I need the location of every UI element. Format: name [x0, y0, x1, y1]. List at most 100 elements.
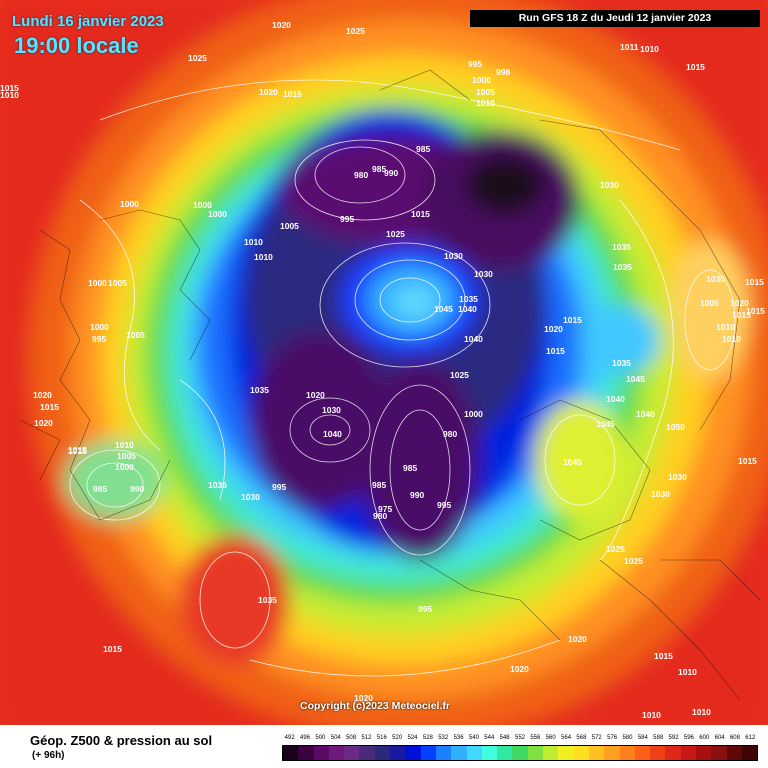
scale-tick-label: 512: [361, 735, 372, 741]
pressure-label: 995: [437, 500, 451, 510]
pressure-label: 1035: [258, 595, 277, 605]
pressure-label: 1020: [259, 87, 278, 97]
pressure-label: 1015: [686, 62, 705, 72]
scale-tick-label: 496: [300, 735, 311, 741]
scale-tick-label: 608: [729, 735, 740, 741]
scale-tick-label: 592: [668, 735, 679, 741]
pressure-label: 1035: [612, 358, 631, 368]
scale-tick-label: 532: [438, 735, 449, 741]
pressure-label: 1005: [476, 87, 495, 97]
pressure-label: 995: [340, 214, 354, 224]
pressure-label: 1025: [606, 544, 625, 554]
model-run-label: Run GFS 18 Z du Jeudi 12 janvier 2023: [470, 10, 760, 27]
pressure-label: 1030: [322, 405, 341, 415]
scale-tick-label: 536: [453, 735, 464, 741]
pressure-label: 1015: [746, 306, 765, 316]
pressure-label: 1040: [458, 304, 477, 314]
scale-swatch: [283, 746, 299, 760]
pressure-label: 1035: [613, 262, 632, 272]
pressure-label: 1010: [476, 98, 495, 108]
scale-swatch: [466, 746, 482, 760]
pressure-label: 1035: [250, 385, 269, 395]
pressure-label: 1010: [678, 667, 697, 677]
pressure-label: 1010: [722, 334, 741, 344]
color-scale-legend: [282, 745, 758, 761]
pressure-label: 1030: [668, 472, 687, 482]
pressure-label: 1005: [126, 330, 145, 340]
color-scale-labels: 492 496 500 504 508 512 516 520 524 528 532 536 540 5…: [282, 735, 758, 745]
pressure-label: 1045: [563, 457, 582, 467]
pressure-label: 1025: [624, 556, 643, 566]
pressure-label: 1030: [474, 269, 493, 279]
scale-tick-label: 524: [407, 735, 418, 741]
pressure-label: 1005: [117, 451, 136, 461]
pressure-label: 1030: [706, 274, 725, 284]
pressure-label: 1020: [34, 418, 53, 428]
pressure-label: 975: [378, 504, 392, 514]
scale-tick-label: 528: [422, 735, 433, 741]
pressure-label: 1010: [716, 322, 735, 332]
pressure-label: 1011: [620, 42, 639, 52]
scale-swatch: [435, 746, 452, 760]
scale-swatch: [390, 746, 406, 760]
scale-tick-label: 612: [745, 735, 756, 741]
geopotential-map: 1020 1025 1025 1020 1015 1015 1010 1011 …: [0, 0, 768, 725]
pressure-label: 1010: [692, 707, 711, 717]
scale-tick-label: 500: [315, 735, 326, 741]
scale-swatch: [696, 746, 712, 760]
scale-swatch: [650, 746, 666, 760]
pressure-label: 1010: [642, 710, 661, 720]
pressure-label: 1025: [450, 370, 469, 380]
scale-swatch: [726, 746, 742, 760]
pressure-label: 995: [468, 59, 482, 69]
scale-swatch: [298, 746, 314, 760]
scale-swatch: [680, 746, 697, 760]
pressure-label: 1000: [88, 278, 107, 288]
pressure-label: 1020: [33, 390, 52, 400]
pressure-label: 1020: [354, 693, 373, 703]
scale-tick-label: 572: [591, 735, 602, 741]
scale-tick-label: 504: [330, 735, 341, 741]
scale-swatch: [619, 746, 635, 760]
map-title: Géop. Z500 & pression au sol: [30, 733, 213, 748]
pressure-label: 980: [443, 429, 457, 439]
scale-swatch: [313, 746, 329, 760]
pressure-label: 1010: [0, 90, 19, 100]
pressure-label: 1035: [208, 480, 227, 490]
pressure-label: 1000: [208, 209, 227, 219]
pressure-label: 1030: [444, 251, 463, 261]
scale-tick-label: 560: [545, 735, 556, 741]
pressure-label: 1010: [115, 440, 134, 450]
scale-swatch: [481, 746, 498, 760]
pressure-label: 1010: [254, 252, 273, 262]
pressure-label: 1045: [596, 419, 615, 429]
pressure-label: 980: [354, 170, 368, 180]
scale-swatch: [634, 746, 651, 760]
scale-tick-label: 584: [637, 735, 648, 741]
pressure-label: 1030: [600, 180, 619, 190]
forecast-offset: (+ 96h): [32, 750, 65, 761]
pressure-label: 1015: [745, 277, 764, 287]
pressure-label: 1035: [612, 242, 631, 252]
pressure-label: 1000: [472, 75, 491, 85]
pressure-label: 1015: [411, 209, 430, 219]
pressure-label: 1025: [386, 229, 405, 239]
pressure-label: 1000: [115, 462, 134, 472]
pressure-label: 1005: [280, 221, 299, 231]
scale-tick-label: 564: [561, 735, 572, 741]
pressure-labels: 1020 1025 1025 1020 1015 1015 1010 1011 …: [0, 20, 765, 720]
pressure-label: 1020: [568, 634, 587, 644]
scale-tick-label: 600: [699, 735, 710, 741]
pressure-label: 1015: [738, 456, 757, 466]
scale-tick-label: 520: [392, 735, 403, 741]
pressure-label: 995: [93, 484, 107, 494]
pressure-label: 985: [372, 480, 386, 490]
pressure-label: 1005: [700, 298, 719, 308]
scale-swatch: [573, 746, 589, 760]
scale-tick-label: 552: [514, 735, 526, 741]
pressure-label: 1015: [546, 346, 565, 356]
pressure-label: 1045: [626, 374, 645, 384]
pressure-label: 1025: [188, 53, 207, 63]
pressure-label: 1015: [68, 446, 87, 456]
